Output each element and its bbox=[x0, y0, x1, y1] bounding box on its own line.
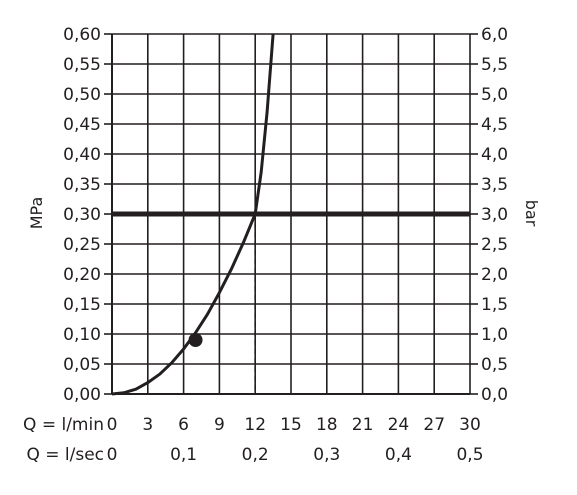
left-tick-label: 0,50 bbox=[63, 85, 101, 105]
x-row-label: Q = l/min bbox=[23, 415, 104, 435]
reference-layer bbox=[112, 211, 470, 394]
x-tick-label: 6 bbox=[178, 415, 189, 435]
x-tick-label: 15 bbox=[280, 415, 302, 435]
curve-layer bbox=[111, 33, 275, 396]
axis-layer: 0,00 0,00,05 0,50,10 1,00,15 1,50,20 2,00,25 2… bbox=[23, 25, 508, 465]
x-tick-label: 0 bbox=[107, 445, 118, 465]
x-tick-label: 30 bbox=[459, 415, 481, 435]
x-tick-label: 21 bbox=[352, 415, 374, 435]
left-tick-label: 0,40 bbox=[63, 145, 101, 165]
right-tick-label: 5,5 bbox=[481, 55, 508, 75]
left-axis-label: MPa bbox=[27, 197, 46, 230]
x-tick-label: 0,5 bbox=[456, 445, 483, 465]
left-tick-label: 0,10 bbox=[63, 325, 101, 345]
left-tick-label: 0,25 bbox=[63, 235, 101, 255]
left-tick-label: 0,35 bbox=[63, 175, 101, 195]
x-tick-label: 0,3 bbox=[313, 445, 340, 465]
right-tick-label: 6,0 bbox=[481, 25, 508, 45]
right-tick-label: 2,5 bbox=[481, 235, 508, 255]
x-tick-label: 0,2 bbox=[242, 445, 269, 465]
left-tick-label: 0,55 bbox=[63, 55, 101, 75]
x-tick-label: 12 bbox=[244, 415, 266, 435]
left-tick-label: 0,45 bbox=[63, 115, 101, 135]
left-tick-label: 0,60 bbox=[63, 25, 101, 45]
right-tick-label: 0,0 bbox=[481, 385, 508, 405]
x-tick-label: 18 bbox=[316, 415, 338, 435]
x-tick-label: 27 bbox=[423, 415, 445, 435]
right-tick-label: 1,5 bbox=[481, 295, 508, 315]
left-tick-label: 0,20 bbox=[63, 265, 101, 285]
left-tick-label: 0,05 bbox=[63, 355, 101, 375]
right-tick-label: 4,5 bbox=[481, 115, 508, 135]
x-tick-label: 0,4 bbox=[385, 445, 412, 465]
x-tick-label: 0,1 bbox=[170, 445, 197, 465]
right-tick-label: 3,0 bbox=[481, 205, 508, 225]
pressure-curve bbox=[111, 33, 275, 396]
curve-marker-point bbox=[188, 333, 203, 347]
left-tick-label: 0,15 bbox=[63, 295, 101, 315]
x-tick-label: 24 bbox=[388, 415, 410, 435]
left-tick-label: 0,30 bbox=[63, 205, 101, 225]
right-tick-label: 5,0 bbox=[481, 85, 508, 105]
x-row-label: Q = l/sec bbox=[26, 445, 104, 465]
right-axis-label: bar bbox=[522, 200, 541, 227]
right-tick-label: 2,0 bbox=[481, 265, 508, 285]
left-tick-label: 0,00 bbox=[63, 385, 101, 405]
right-tick-label: 4,0 bbox=[481, 145, 508, 165]
right-tick-label: 3,5 bbox=[481, 175, 508, 195]
x-tick-label: 0 bbox=[107, 415, 118, 435]
right-tick-label: 1,0 bbox=[481, 325, 508, 345]
x-tick-label: 9 bbox=[214, 415, 225, 435]
right-tick-label: 0,5 bbox=[481, 355, 508, 375]
x-tick-label: 3 bbox=[142, 415, 153, 435]
